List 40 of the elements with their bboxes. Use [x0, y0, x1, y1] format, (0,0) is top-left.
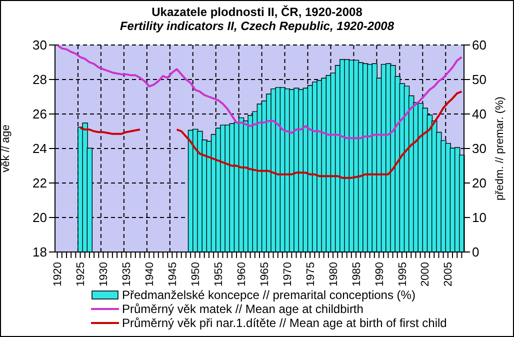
chart-title: Ukazatele plodnosti II, ČR, 1920-2008	[150, 5, 364, 19]
legend-label: Průměrný věk matek // Mean age at childbirth	[122, 302, 364, 316]
x-tick-label: 1970	[282, 262, 294, 286]
legend-label: Předmanželské koncepce // premarital conceptions (%)	[122, 288, 416, 302]
x-tick-label: 1940	[144, 262, 156, 286]
x-tick-label: 1935	[121, 262, 134, 286]
line-series	[56, 45, 463, 140]
y-tick-label: 30	[32, 38, 47, 53]
y2-tick-label: 40	[472, 106, 486, 122]
y-tick-label: 26	[32, 106, 47, 122]
y2-tick-label: 20	[472, 176, 486, 191]
x-tick-label: 1965	[258, 262, 271, 286]
x-tick-label: 1975	[304, 262, 317, 286]
y-tick-label: 20	[32, 210, 47, 226]
x-tick-label: 1930	[98, 262, 110, 286]
y-axis-title: věk // age	[0, 124, 12, 172]
chart-subtitle: Fertility indicators II, Czech Republic, 1920-2008	[118, 19, 396, 33]
x-tick-label: 1945	[166, 262, 179, 286]
y-tick-label: 28	[32, 72, 47, 88]
x-tick-label: 1985	[350, 262, 363, 286]
y2-tick-label: 10	[472, 210, 486, 226]
x-tick-label: 1925	[75, 262, 88, 286]
x-tick-label: 1920	[52, 262, 64, 286]
x-tick-label: 1960	[236, 262, 248, 286]
y2-tick-label: 50	[472, 72, 486, 88]
y2-tick-label: 60	[472, 38, 486, 53]
x-tick-label: 2000	[420, 262, 432, 286]
y-tick-label: 22	[32, 176, 47, 191]
y-tick-label: 18	[32, 244, 47, 260]
legend-label: Průměrný věk při nar.1.dítěte // Mean age at birth of first child	[122, 316, 447, 330]
x-tick-label: 1980	[328, 262, 340, 286]
y2-tick-label: 0	[472, 244, 480, 260]
x-tick-label: 1990	[374, 262, 386, 286]
y-tick-label: 24	[32, 141, 47, 156]
x-tick-label: 1950	[190, 262, 202, 286]
x-tick-label: 1995	[396, 262, 409, 286]
y2-tick-label: 30	[472, 141, 486, 156]
x-tick-label: 1955	[212, 262, 225, 286]
y2-axis-title: předm. // premar. (%)	[494, 96, 506, 200]
x-tick-label: 2005	[442, 262, 455, 286]
